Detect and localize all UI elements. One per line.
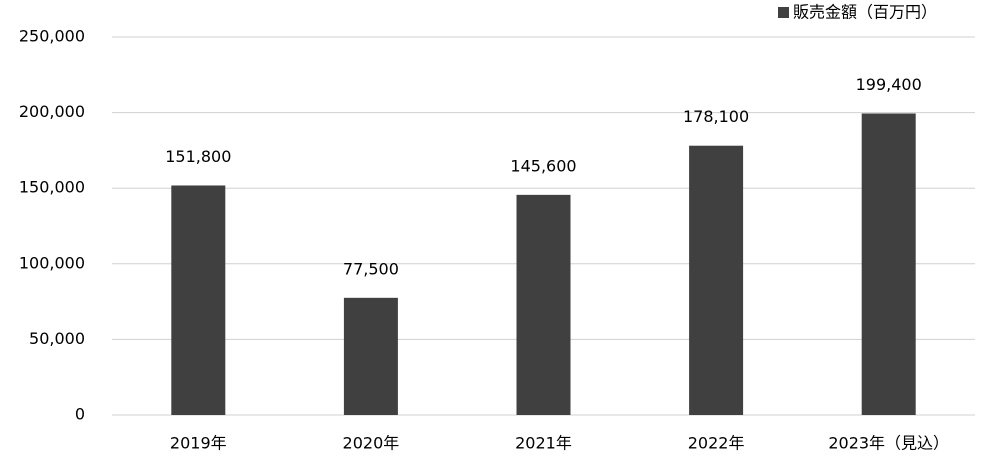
y-tick-label: 50,000 xyxy=(29,329,85,348)
x-tick-label: 2022年 xyxy=(688,434,745,453)
x-tick-label: 2020年 xyxy=(343,434,400,453)
legend-swatch xyxy=(778,7,789,18)
y-tick-label: 0 xyxy=(75,405,85,424)
value-label: 199,400 xyxy=(856,75,922,94)
bar xyxy=(689,145,744,415)
y-tick-label: 100,000 xyxy=(19,253,85,272)
y-tick-label: 250,000 xyxy=(19,27,85,46)
bar xyxy=(171,185,226,415)
value-label: 178,100 xyxy=(683,107,749,126)
x-tick-label: 2023年（見込） xyxy=(828,434,949,453)
x-tick-label: 2021年 xyxy=(515,434,572,453)
y-tick-label: 150,000 xyxy=(19,178,85,197)
bar xyxy=(516,194,571,415)
bar xyxy=(861,113,916,415)
bar xyxy=(343,297,398,415)
value-label: 77,500 xyxy=(343,259,399,278)
x-tick-label: 2019年 xyxy=(170,434,227,453)
value-label: 151,800 xyxy=(165,147,231,166)
value-label: 145,600 xyxy=(510,156,576,175)
legend-label: 販売金額（百万円） xyxy=(793,3,937,22)
y-tick-label: 200,000 xyxy=(19,102,85,121)
